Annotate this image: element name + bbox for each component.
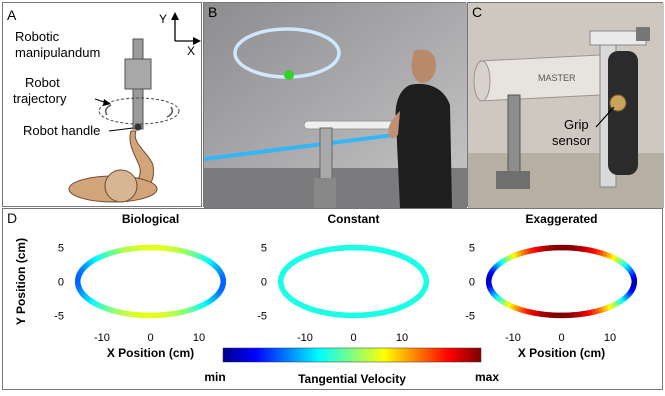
chart-biological: Biological 5 0 -5 -10 0 10 X Position (cm) Y Pos… — [14, 212, 223, 360]
y-tick-label: 5 — [469, 243, 475, 255]
y-tick-label: 0 — [58, 277, 64, 289]
robot-brand-text: MASTER — [538, 73, 576, 83]
grip-label: Grip — [564, 117, 589, 132]
x-tick-label: 10 — [396, 332, 408, 344]
panel-b-photo — [204, 3, 467, 208]
chart-title: Exaggerated — [525, 212, 597, 226]
x-axis-label: X Position (cm) — [518, 346, 605, 360]
chart-exaggerated: Exaggerated 5 0 -5 -10 0 10 X Position (cm) — [465, 212, 634, 360]
person-body — [396, 84, 452, 208]
trajectory-ellipse — [78, 248, 224, 316]
label-robot: Robot — [25, 75, 60, 90]
x-tick-label: -10 — [297, 332, 313, 344]
x-axis-label: X Position (cm) — [107, 346, 194, 360]
panel-d: D Biological 5 0 -5 -10 0 10 X Position (cm) Y P… — [2, 208, 663, 390]
chart-title: Biological — [122, 212, 179, 226]
x-tick-label: -10 — [94, 332, 110, 344]
x-tick-label: 0 — [350, 332, 356, 344]
panel-b: B — [203, 2, 466, 207]
x-tick-label: 10 — [193, 332, 205, 344]
y-axis-label: Y Position (cm) — [14, 238, 28, 325]
y-tick-label: -5 — [257, 310, 267, 322]
panel-c-letter: C — [472, 4, 482, 20]
colorbar-title: Tangential Velocity — [298, 372, 406, 386]
y-tick-label: 5 — [261, 243, 267, 255]
head — [105, 170, 137, 202]
cursor-dot — [284, 70, 294, 80]
axis-y-label: Y — [159, 12, 167, 26]
x-tick-label: 10 — [604, 332, 616, 344]
label-manipulandum: manipulandum — [15, 45, 100, 60]
label-robotic: Robotic — [15, 29, 60, 44]
axis-x-label: X — [187, 44, 195, 58]
panel-c-photo: MASTER Grip sensor — [468, 3, 664, 208]
manipulandum-body — [125, 59, 151, 89]
x-tick-label: 0 — [147, 332, 153, 344]
trajectory-ellipse — [281, 248, 427, 316]
y-tick-label: 5 — [58, 243, 64, 255]
velocity-charts: Biological 5 0 -5 -10 0 10 X Position (cm) Y Pos… — [3, 209, 664, 391]
robot-handle — [135, 124, 142, 131]
trajectory-ellipse — [489, 248, 635, 316]
panel-b-letter: B — [208, 4, 217, 20]
chart-title: Constant — [328, 212, 380, 226]
y-tick-label: -5 — [465, 310, 475, 322]
y-tick-label: -5 — [54, 310, 64, 322]
colorbar-min-label: min — [204, 370, 225, 384]
panel-d-letter: D — [7, 210, 17, 226]
panel-a-schematic: A Y X Robotic manipulandum Robot traject… — [3, 3, 203, 208]
label-trajectory: trajectory — [13, 91, 67, 106]
colorbar-max-label: max — [475, 370, 499, 384]
panel-a: A Y X Robotic manipulandum Robot traject… — [2, 2, 202, 207]
label-robot-handle: Robot handle — [23, 123, 100, 138]
colorbar-gradient — [223, 348, 481, 362]
grip-handle — [608, 51, 638, 175]
y-tick-label: 0 — [261, 277, 267, 289]
x-tick-label: 0 — [558, 332, 564, 344]
x-tick-label: -10 — [505, 332, 521, 344]
panel-c: MASTER Grip sensor C — [467, 2, 663, 207]
colorbar: min max Tangential Velocity — [204, 348, 499, 386]
y-tick-label: 0 — [469, 277, 475, 289]
panel-a-letter: A — [7, 7, 17, 23]
sensor-label: sensor — [552, 133, 592, 148]
